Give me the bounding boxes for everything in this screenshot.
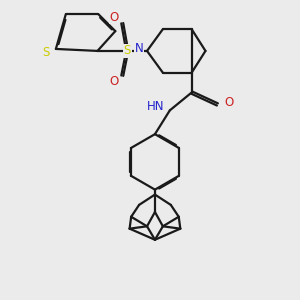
- Text: O: O: [225, 96, 234, 109]
- Text: S: S: [42, 46, 50, 59]
- Text: O: O: [110, 75, 119, 88]
- Text: N: N: [135, 42, 143, 56]
- Text: O: O: [110, 11, 119, 24]
- Text: S: S: [124, 44, 131, 57]
- Text: HN: HN: [147, 100, 165, 113]
